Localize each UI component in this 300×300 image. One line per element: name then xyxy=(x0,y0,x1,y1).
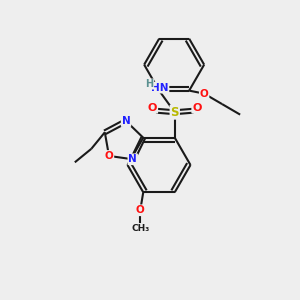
Text: N: N xyxy=(128,154,137,164)
Text: S: S xyxy=(170,106,179,119)
Text: O: O xyxy=(105,151,113,161)
Text: H: H xyxy=(146,79,154,89)
Text: O: O xyxy=(200,88,208,99)
Text: N: N xyxy=(122,116,130,126)
Text: O: O xyxy=(136,205,145,215)
Text: O: O xyxy=(148,103,157,113)
Text: HN: HN xyxy=(151,82,169,93)
Text: CH₃: CH₃ xyxy=(131,224,149,233)
Text: O: O xyxy=(192,103,202,113)
